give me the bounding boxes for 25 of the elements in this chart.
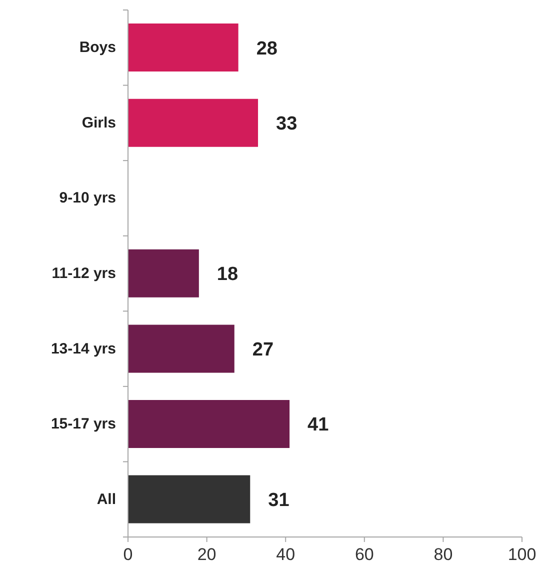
data-label: 31 <box>268 490 290 512</box>
x-tick-label: 60 <box>354 545 374 564</box>
y-tick-label: 15-17 yrs <box>50 416 116 433</box>
y-tick-label: All <box>96 490 116 508</box>
data-label: 41 <box>308 414 330 436</box>
y-tick-label: 13-14 yrs <box>50 340 116 358</box>
data-label: 18 <box>216 264 238 286</box>
bar <box>128 400 290 448</box>
bar <box>128 98 258 147</box>
y-tick-label: Boys <box>79 39 116 56</box>
y-tick-label: Girls <box>82 114 116 132</box>
bar <box>128 249 199 298</box>
x-tick-label: 40 <box>276 545 296 564</box>
bar <box>128 24 238 72</box>
x-tick-label: 80 <box>434 545 453 564</box>
x-tick-label: 0 <box>123 545 133 564</box>
y-tick-label: 9-10 yrs <box>59 190 116 207</box>
bar <box>128 475 250 524</box>
bar <box>128 324 234 373</box>
x-tick-label: 20 <box>197 545 216 564</box>
data-label: 33 <box>276 114 298 135</box>
x-tick-label: 100 <box>508 545 536 564</box>
data-label: 27 <box>252 339 274 360</box>
y-tick-label: 11-12 yrs <box>52 265 116 282</box>
data-label: 28 <box>256 38 278 60</box>
